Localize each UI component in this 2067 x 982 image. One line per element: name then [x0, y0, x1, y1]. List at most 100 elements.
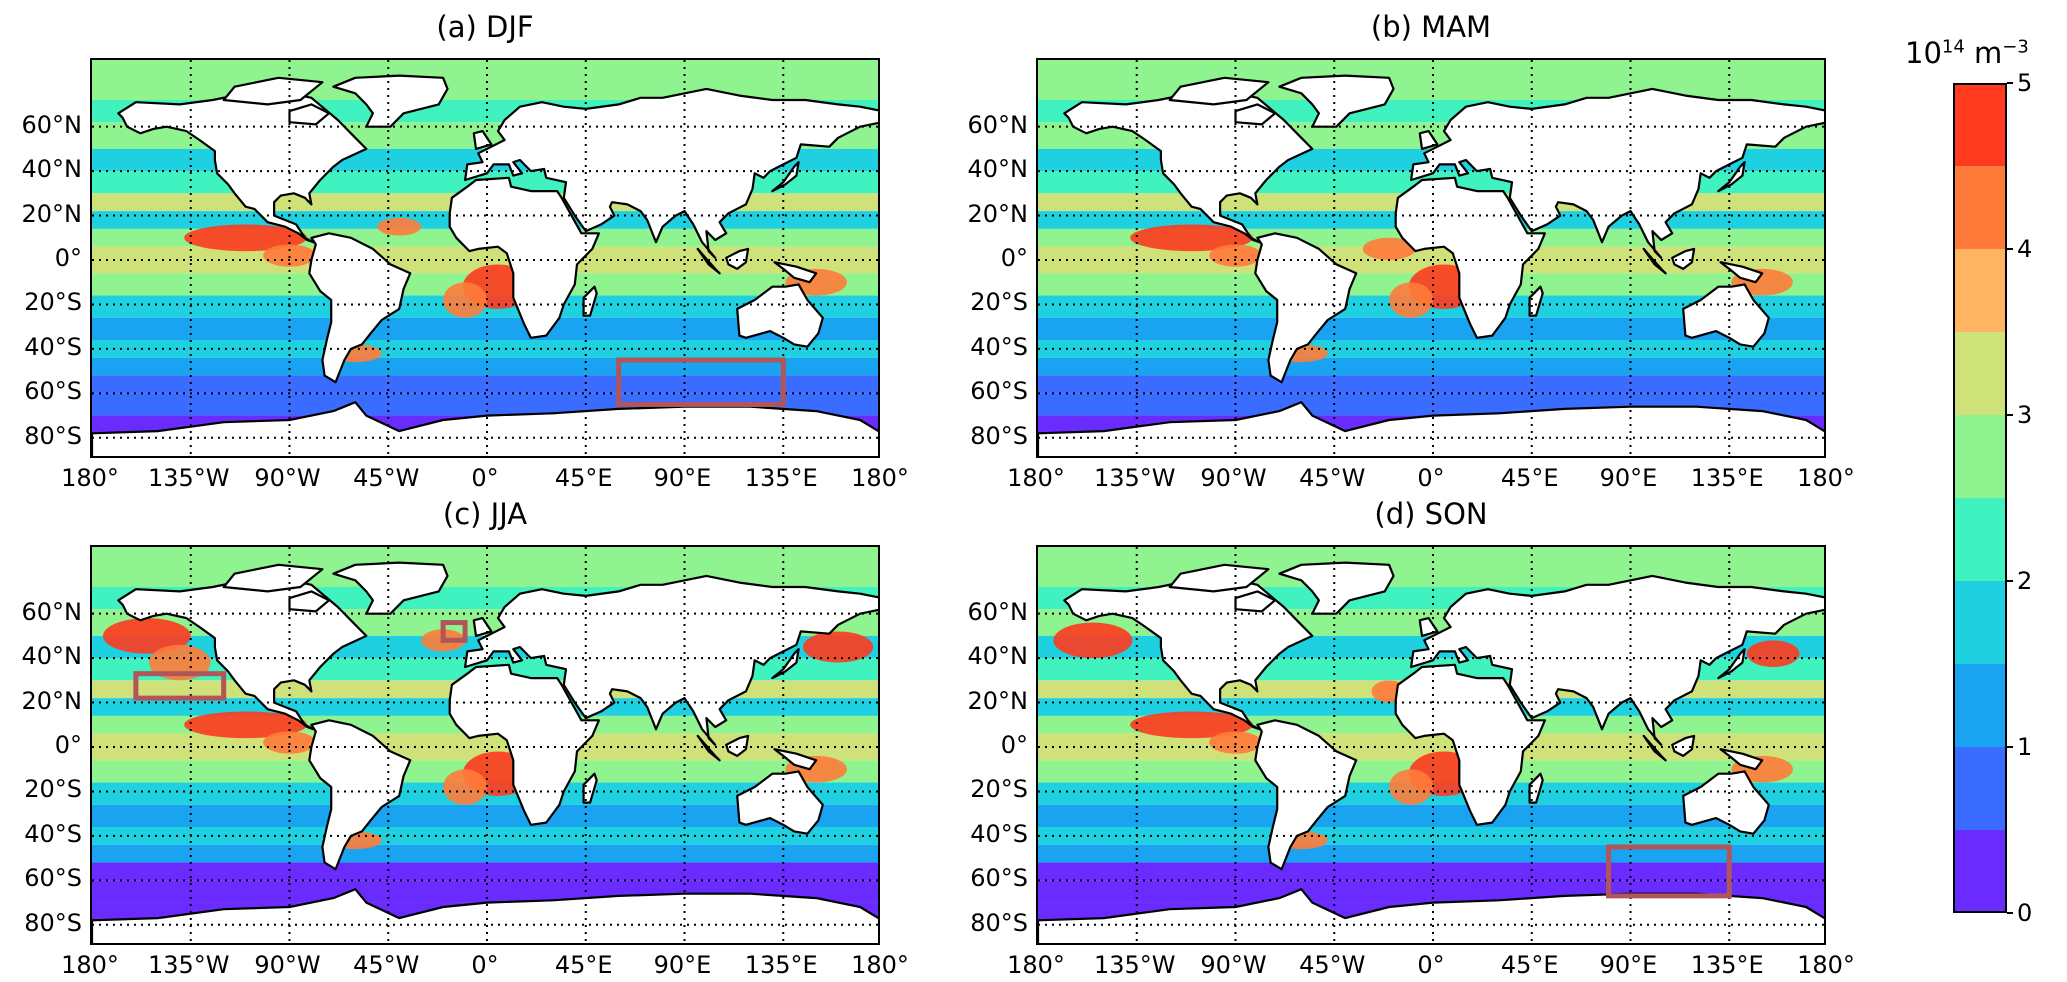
latitude-tick-label: 20°N — [21, 686, 83, 715]
longitude-tick-label: 90°W — [1200, 951, 1267, 979]
latitude-tick-label: 20°S — [970, 288, 1028, 317]
region-box — [1606, 844, 1732, 899]
land-mass — [1394, 176, 1546, 339]
land-mass — [332, 561, 449, 615]
land-mass — [1717, 161, 1746, 193]
colorbar-segment — [1953, 498, 2007, 581]
panel-son: (d) SON 60°N 40°N 20°N 0° 20°S 40°S 60°S 80°S 18… — [968, 497, 1855, 979]
map-area — [90, 545, 880, 945]
concentration-band — [1038, 357, 1824, 376]
colorbar-segment — [1953, 83, 2007, 166]
concentration-hotspot — [443, 282, 487, 318]
land-mass — [1038, 888, 1824, 943]
latitude-tick-label: 0° — [1000, 731, 1028, 759]
concentration-hotspot — [803, 631, 874, 663]
concentration-hotspot — [1362, 237, 1416, 260]
colorbar-tick-mark — [2007, 414, 2013, 416]
concentration-hotspot — [263, 244, 316, 267]
longitude-tick-label: 45°E — [554, 951, 613, 979]
panel-title: (d) SON — [1374, 497, 1488, 531]
concentration-band — [92, 862, 878, 881]
colorbar-frame — [1953, 83, 2007, 913]
longitude-tick-label: 180° — [851, 464, 909, 492]
land-mass — [1642, 247, 1667, 275]
longitude-tick-label: 45°W — [1299, 464, 1366, 492]
land-mass — [1278, 74, 1395, 128]
land-mass — [773, 261, 818, 284]
concentration-hotspot — [1053, 622, 1133, 659]
colorbar-tick-label: 1 — [2017, 733, 2033, 761]
latitude-tick-label: 20°S — [970, 775, 1028, 804]
ocean-map — [1038, 60, 1824, 456]
colorbar-segment — [1953, 830, 2007, 913]
land-mass — [1168, 563, 1270, 593]
concentration-band — [92, 547, 878, 587]
concentration-band — [1038, 862, 1824, 881]
latitude-tick-label: 80°S — [970, 421, 1028, 450]
region-box — [616, 357, 786, 407]
longitude-tick-label: 90°W — [1200, 464, 1267, 492]
land-mass — [773, 748, 818, 771]
land-mass — [288, 103, 331, 126]
concentration-hotspot — [1389, 769, 1433, 805]
land-mass — [308, 232, 412, 384]
region-box — [440, 620, 468, 643]
latitude-tick-label: 40°N — [967, 642, 1029, 671]
colorbar-tick-mark — [2007, 912, 2013, 914]
longitude-tick-label: 0° — [1417, 464, 1445, 492]
land-mass — [448, 176, 600, 339]
longitude-tick-label: 135°E — [1690, 951, 1764, 979]
unit-base: 10 — [1905, 36, 1942, 70]
panel-title: (b) MAM — [1370, 10, 1492, 44]
concentration-hotspot — [102, 618, 191, 654]
land-mass — [696, 734, 721, 762]
land-mass — [736, 770, 824, 835]
latitude-tick-label: 60°S — [970, 864, 1028, 893]
latitude-tick-label: 20°N — [967, 199, 1029, 228]
colorbar-segment — [1953, 332, 2007, 415]
ocean-map — [92, 547, 878, 943]
longitude-tick-label: 180° — [1797, 951, 1855, 979]
colorbar-tick-mark — [2007, 580, 2013, 582]
concentration-hotspot — [184, 711, 308, 739]
concentration-hotspot — [1389, 282, 1433, 318]
concentration-hotspot — [1209, 244, 1262, 267]
map-area — [90, 58, 880, 458]
land-mass — [117, 90, 368, 244]
land-mass — [117, 577, 368, 731]
land-mass — [696, 247, 721, 275]
longitude-tick-label: 90°W — [254, 951, 321, 979]
longitude-tick-label: 180° — [61, 951, 119, 979]
latitude-tick-label: 40°N — [21, 642, 83, 671]
latitude-tick-label: 60°N — [967, 597, 1029, 626]
land-mass — [582, 285, 598, 317]
land-mass — [1682, 283, 1770, 348]
colorbar: 5 4 3 2 1 0 — [1953, 70, 2032, 926]
colorbar-tick-label: 3 — [2017, 401, 2033, 429]
latitude-tick-label: 80°S — [24, 908, 82, 937]
land-mass — [1671, 734, 1696, 757]
land-mass — [1254, 719, 1358, 871]
land-mass — [725, 247, 750, 270]
longitude-tick-label: 0° — [471, 464, 499, 492]
latitude-tick-label: 40°S — [970, 332, 1028, 361]
longitude-tick-label: 90°E — [1599, 464, 1658, 492]
latitude-tick-label: 20°S — [24, 288, 82, 317]
land-mass — [1717, 648, 1746, 680]
latitude-tick-label: 60°S — [24, 864, 82, 893]
concentration-hotspot — [263, 731, 316, 754]
region-box — [133, 671, 227, 701]
map-area — [1036, 58, 1826, 458]
land-mass — [1642, 734, 1667, 762]
concentration-hotspot — [1130, 711, 1254, 739]
concentration-band — [1038, 375, 1824, 394]
colorbar-segment — [1953, 581, 2007, 664]
land-mass — [725, 734, 750, 757]
longitude-tick-label: 0° — [471, 951, 499, 979]
colorbar-segment — [1953, 664, 2007, 747]
latitude-tick-label: 60°S — [24, 377, 82, 406]
colorbar-segment — [1953, 249, 2007, 332]
longitude-tick-label: 135°E — [744, 464, 818, 492]
longitude-tick-label: 45°E — [554, 464, 613, 492]
longitude-tick-label: 135°W — [1093, 464, 1176, 492]
